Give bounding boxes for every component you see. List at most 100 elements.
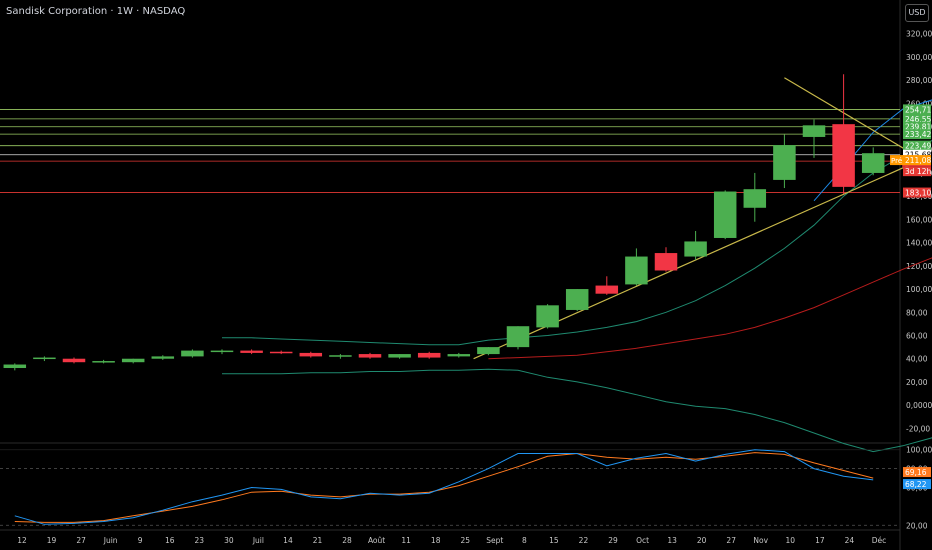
candle-body: [181, 350, 204, 357]
candle-body: [565, 289, 589, 310]
price-tag-label: 254,71: [905, 105, 931, 114]
countdown-tag: [903, 166, 931, 177]
price-tag-label: 239,81: [905, 123, 931, 132]
x-tick-label: 8: [522, 536, 527, 545]
x-tick-label: 25: [460, 536, 470, 545]
x-tick-label: 29: [608, 536, 618, 545]
y-tick-label: 0,0000: [906, 401, 932, 410]
price-tag: [903, 113, 931, 124]
candle-body: [506, 326, 530, 348]
oscillator-d-tag: [903, 467, 931, 478]
chart-title: Sandisk Corporation · 1W · NASDAQ: [6, 6, 186, 17]
candle-body: [832, 124, 855, 187]
x-tick-label: 19: [47, 536, 57, 545]
y-tick-label: 280,00: [906, 76, 932, 85]
candle-body: [92, 361, 115, 363]
candle-body: [388, 354, 411, 358]
oscillator-k-value: 68,22: [905, 480, 927, 489]
lower-band-line: [222, 368, 932, 453]
candle-body: [358, 354, 382, 358]
price-tag: [903, 149, 931, 160]
candle-body: [713, 191, 737, 238]
long-ma-line: [488, 257, 932, 360]
candle-body: [240, 350, 263, 353]
x-tick-label: Août: [368, 536, 385, 545]
price-tag: [903, 140, 931, 151]
candle-body: [417, 352, 441, 358]
y-tick-label: -20,00: [906, 424, 930, 433]
candle-body: [62, 358, 86, 363]
oscillator-k-tag: [903, 479, 931, 490]
oscillator-tick-label: 100,00: [906, 446, 932, 455]
pre-market-tag: [903, 155, 931, 166]
currency-button[interactable]: USD: [905, 4, 929, 22]
price-tag: [903, 104, 931, 115]
x-tick-label: 27: [726, 536, 736, 545]
pre-market-badge: [890, 155, 904, 166]
candle-body: [329, 355, 352, 357]
price-tag-label: 183,10: [905, 189, 931, 198]
candle-body: [447, 354, 471, 357]
x-tick-label: 14: [283, 536, 293, 545]
x-tick-label: 15: [549, 536, 559, 545]
candle-body: [210, 350, 234, 353]
x-tick-label: 10: [786, 536, 796, 545]
candle-body: [595, 285, 619, 294]
y-tick-label: 140,00: [906, 239, 932, 248]
x-tick-label: 24: [845, 536, 855, 545]
candle-body: [299, 352, 323, 357]
x-tick-label: 16: [165, 536, 175, 545]
x-tick-label: Déc: [872, 536, 887, 545]
x-tick-label: 9: [138, 536, 143, 545]
y-tick-label: 100,00: [906, 285, 932, 294]
x-tick-label: Juil: [252, 536, 264, 545]
oscillator-tick-label: 20,00: [906, 521, 928, 530]
candle-body: [802, 125, 826, 137]
y-tick-label: 320,00: [906, 30, 932, 39]
candle-body: [861, 153, 885, 173]
x-tick-label: 27: [76, 536, 86, 545]
price-tag-label: 246,55: [905, 115, 931, 124]
candle-body: [536, 305, 559, 328]
x-tick-label: 18: [431, 536, 441, 545]
x-tick-label: 30: [224, 536, 234, 545]
price-tag-label: 223,49: [905, 142, 931, 151]
x-tick-label: 13: [667, 536, 677, 545]
resistance-trendline: [784, 77, 918, 158]
x-tick-label: 11: [401, 536, 411, 545]
price-tag-label: 233,42: [905, 130, 931, 139]
candle-body: [3, 364, 27, 369]
y-tick-label: 160,00: [906, 215, 932, 224]
x-tick-label: 17: [815, 536, 825, 545]
pre-market-value: 211,08: [905, 156, 931, 165]
candle-body: [743, 189, 767, 208]
y-tick-label: 60,00: [906, 332, 928, 341]
x-tick-label: Oct: [636, 536, 649, 545]
candle-body: [654, 253, 678, 271]
candle-body: [121, 358, 145, 363]
oscillator-d-value: 69,16: [905, 468, 927, 477]
price-tag: [903, 187, 931, 198]
candle-body: [151, 356, 175, 359]
x-tick-label: 22: [579, 536, 589, 545]
x-tick-label: 20: [697, 536, 707, 545]
y-tick-label: 20,00: [906, 378, 928, 387]
y-tick-label: 120,00: [906, 262, 932, 271]
x-tick-label: 21: [313, 536, 323, 545]
countdown-label: 3d 12h: [905, 167, 931, 176]
y-tick-label: 40,00: [906, 355, 928, 364]
candle-body: [684, 241, 707, 257]
y-tick-label: 80,00: [906, 308, 928, 317]
candle-body: [477, 347, 500, 355]
x-tick-label: Sept: [486, 536, 503, 545]
candle-body: [625, 256, 648, 285]
price-tag: [903, 121, 931, 132]
pre-market-label: Pré: [891, 157, 902, 165]
y-tick-label: 300,00: [906, 53, 932, 62]
x-tick-label: 12: [17, 536, 27, 545]
x-tick-label: 28: [342, 536, 352, 545]
price-tag: [903, 129, 931, 140]
candle-body: [33, 357, 56, 360]
